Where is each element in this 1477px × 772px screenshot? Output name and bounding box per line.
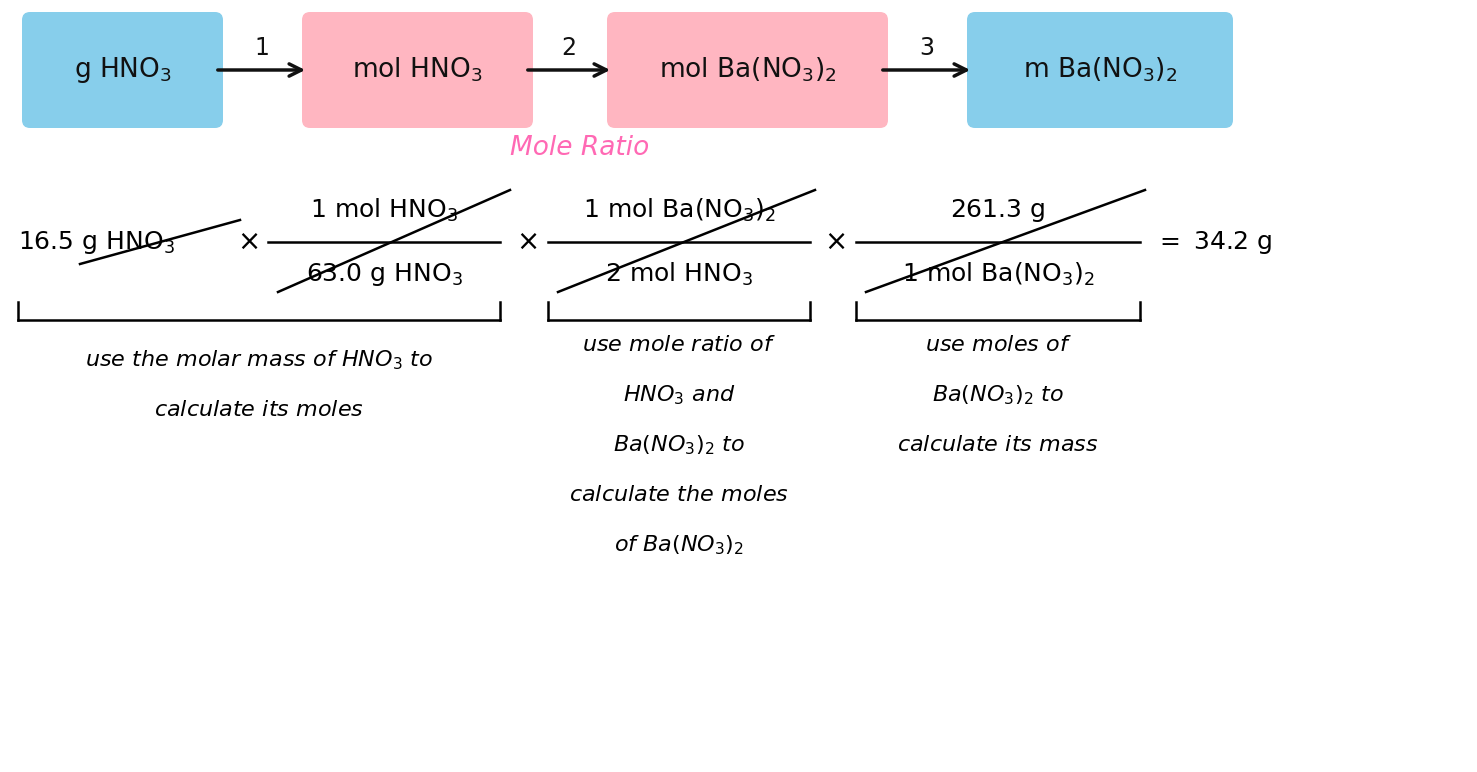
- Text: mol HNO$_3$: mol HNO$_3$: [353, 56, 483, 84]
- Text: $1\ \mathrm{mol\ Ba(NO_3)_2}$: $1\ \mathrm{mol\ Ba(NO_3)_2}$: [901, 260, 1094, 288]
- Text: $1\ \mathrm{mol\ HNO_3}$: $1\ \mathrm{mol\ HNO_3}$: [310, 196, 458, 224]
- Text: $\times$: $\times$: [517, 228, 538, 256]
- Text: $16.5\ \mathrm{g\ HNO_3}$: $16.5\ \mathrm{g\ HNO_3}$: [18, 229, 174, 256]
- Text: $\mathit{HNO_3\ and}$: $\mathit{HNO_3\ and}$: [623, 383, 736, 407]
- FancyBboxPatch shape: [22, 12, 223, 128]
- Text: m Ba(NO$_3$)$_2$: m Ba(NO$_3$)$_2$: [1022, 56, 1177, 84]
- Text: $\mathit{use\ moles\ of}$: $\mathit{use\ moles\ of}$: [925, 335, 1071, 355]
- Text: $\mathit{calculate\ its\ mass}$: $\mathit{calculate\ its\ mass}$: [897, 435, 1099, 455]
- Text: Mole Ratio: Mole Ratio: [511, 135, 650, 161]
- Text: $=\ 34.2\ \mathrm{g}$: $=\ 34.2\ \mathrm{g}$: [1155, 229, 1272, 256]
- Text: $63.0\ \mathrm{g\ HNO_3}$: $63.0\ \mathrm{g\ HNO_3}$: [306, 260, 462, 287]
- Text: $261.3\ \mathrm{g}$: $261.3\ \mathrm{g}$: [950, 197, 1046, 224]
- Text: $\mathit{use\ mole\ ratio\ of}$: $\mathit{use\ mole\ ratio\ of}$: [582, 335, 775, 355]
- Text: $\mathit{use\ the\ molar\ mass\ of\ HNO_3\ to}$: $\mathit{use\ the\ molar\ mass\ of\ HNO_…: [84, 348, 433, 372]
- Text: $\mathit{Ba(NO_3)_2\ to}$: $\mathit{Ba(NO_3)_2\ to}$: [613, 433, 744, 457]
- Text: 3: 3: [919, 36, 933, 60]
- Text: $\mathit{calculate\ its\ moles}$: $\mathit{calculate\ its\ moles}$: [154, 400, 363, 420]
- Text: $\mathit{calculate\ the\ moles}$: $\mathit{calculate\ the\ moles}$: [569, 485, 789, 505]
- Text: $\mathit{Ba(NO_3)_2\ to}$: $\mathit{Ba(NO_3)_2\ to}$: [932, 383, 1063, 407]
- Text: $\mathit{of\ Ba(NO_3)_2}$: $\mathit{of\ Ba(NO_3)_2}$: [614, 533, 744, 557]
- Text: mol Ba(NO$_3$)$_2$: mol Ba(NO$_3$)$_2$: [659, 56, 836, 84]
- Text: g HNO$_3$: g HNO$_3$: [74, 55, 171, 85]
- Text: $2\ \mathrm{mol\ HNO_3}$: $2\ \mathrm{mol\ HNO_3}$: [606, 260, 753, 288]
- Text: 1: 1: [254, 36, 269, 60]
- Text: $\times$: $\times$: [238, 228, 258, 256]
- Text: $\times$: $\times$: [824, 228, 846, 256]
- Text: $1\ \mathrm{mol\ Ba(NO_3)_2}$: $1\ \mathrm{mol\ Ba(NO_3)_2}$: [582, 196, 775, 224]
- FancyBboxPatch shape: [967, 12, 1233, 128]
- Text: 2: 2: [561, 36, 576, 60]
- FancyBboxPatch shape: [607, 12, 888, 128]
- FancyBboxPatch shape: [301, 12, 533, 128]
